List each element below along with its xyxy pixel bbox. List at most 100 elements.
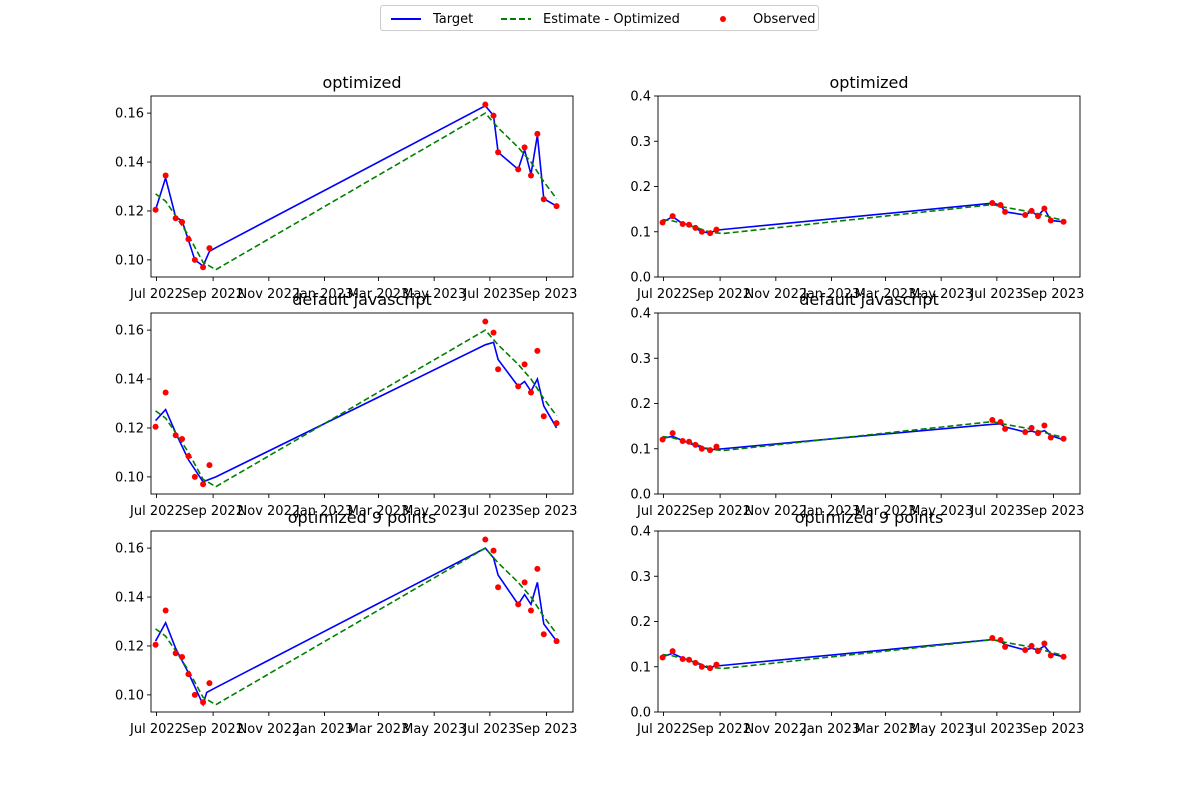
observed-point xyxy=(669,648,676,655)
observed-point xyxy=(152,641,159,648)
observed-point xyxy=(540,413,547,420)
y-tick-label: 0.3 xyxy=(630,352,651,367)
x-tick-label: Jul 2023 xyxy=(462,504,516,519)
observed-point xyxy=(521,579,528,586)
y-tick-label: 0.12 xyxy=(115,421,144,436)
observed-point xyxy=(172,650,179,657)
y-tick-label: 0.10 xyxy=(115,253,144,268)
observed-point xyxy=(707,230,714,237)
x-tick-label: Jul 2023 xyxy=(969,504,1023,519)
observed-point xyxy=(1060,435,1067,442)
observed-point xyxy=(692,224,699,231)
y-tick-label: 0.10 xyxy=(115,688,144,703)
y-tick-label: 0.0 xyxy=(630,271,651,286)
observed-point xyxy=(495,366,502,373)
observed-point xyxy=(185,671,192,678)
x-tick-label: Jul 2023 xyxy=(969,722,1023,737)
observed-point xyxy=(191,473,198,480)
subplot-title: optimized 9 points xyxy=(288,508,437,527)
y-tick-label: 0.12 xyxy=(115,204,144,219)
x-tick-label: Sep 2023 xyxy=(1023,722,1085,737)
x-tick-label: Jul 2022 xyxy=(129,287,183,302)
x-tick-label: Sep 2022 xyxy=(689,722,751,737)
observed-point xyxy=(534,130,541,137)
y-tick-label: 0.1 xyxy=(630,225,651,240)
y-tick-label: 0.4 xyxy=(630,90,651,105)
estimate-dashed-swatch xyxy=(501,18,531,20)
observed-point xyxy=(490,112,497,119)
y-tick-label: 0.2 xyxy=(630,397,651,412)
legend-label-observed: Observed xyxy=(753,11,816,27)
x-tick-label: Nov 2022 xyxy=(745,287,808,302)
x-tick-label: Sep 2022 xyxy=(182,287,244,302)
observed-point xyxy=(1041,640,1048,647)
plot-area xyxy=(659,635,1067,672)
observed-point xyxy=(713,443,720,450)
observed-point xyxy=(191,691,198,698)
observed-point xyxy=(515,383,522,390)
observed-dot-swatch xyxy=(720,16,726,22)
x-tick-label: Sep 2022 xyxy=(689,504,751,519)
target-series-line xyxy=(154,341,558,483)
x-tick-label: Jul 2022 xyxy=(636,287,690,302)
x-tick-label: Jul 2023 xyxy=(462,722,516,737)
observed-point xyxy=(185,453,192,460)
x-tick-label: Jul 2023 xyxy=(462,287,516,302)
observed-point xyxy=(482,318,489,325)
estimate-series-line xyxy=(155,329,558,488)
subplot-3: default javascript 0.10 0.12 0.14 0.16 Jul 20… xyxy=(115,290,577,519)
x-tick-label: May 2023 xyxy=(402,722,466,737)
plot-area xyxy=(659,417,1067,454)
observed-point xyxy=(1034,213,1041,220)
y-tick-label: 0.1 xyxy=(630,660,651,675)
observed-point xyxy=(152,206,159,213)
x-tick-label: Nov 2022 xyxy=(745,504,808,519)
x-tick-label: Sep 2022 xyxy=(182,722,244,737)
axes-frame xyxy=(657,530,1081,713)
observed-point xyxy=(989,200,996,207)
observed-point xyxy=(534,565,541,572)
x-tick-label: Nov 2022 xyxy=(238,722,301,737)
y-tick-label: 0.16 xyxy=(115,107,144,122)
observed-point xyxy=(495,149,502,156)
observed-point xyxy=(698,663,705,670)
axes-frame xyxy=(150,95,574,278)
observed-point xyxy=(162,172,169,179)
observed-point xyxy=(206,462,213,469)
y-tick-label: 0.0 xyxy=(630,488,651,503)
observed-point xyxy=(152,423,159,430)
x-tick-label: Sep 2022 xyxy=(689,287,751,302)
observed-point xyxy=(679,656,686,663)
observed-point xyxy=(482,101,489,108)
y-tick-label: 0.14 xyxy=(115,156,144,171)
observed-point xyxy=(490,329,497,336)
x-tick-label: May 2023 xyxy=(909,287,973,302)
observed-point xyxy=(679,438,686,445)
subplot-5: optimized 9 points 0.10 0.12 0.14 0.16 Jul 20… xyxy=(115,508,577,737)
x-tick-label: Jul 2023 xyxy=(969,287,1023,302)
observed-point xyxy=(200,264,207,271)
y-tick-label: 0.3 xyxy=(630,570,651,585)
observed-point xyxy=(191,256,198,263)
observed-point xyxy=(1047,217,1054,224)
x-tick-label: Jan 2023 xyxy=(802,722,860,737)
observed-point xyxy=(527,607,534,614)
observed-point xyxy=(1022,429,1029,436)
observed-point xyxy=(1002,208,1009,215)
legend-entry-observed: Observed xyxy=(711,10,816,28)
observed-point xyxy=(521,144,528,151)
observed-point xyxy=(1028,642,1035,649)
observed-point xyxy=(997,419,1004,426)
x-tick-label: Jul 2022 xyxy=(636,504,690,519)
subplot-2: optimized 0.0 0.1 0.2 0.3 0.4 Jul 2022 Sep 2022… xyxy=(630,73,1084,302)
observed-point xyxy=(540,196,547,203)
observed-point xyxy=(707,665,714,672)
subplot-title: optimized 9 points xyxy=(795,508,944,527)
target-series-line xyxy=(154,547,558,707)
y-tick-label: 0.1 xyxy=(630,442,651,457)
observed-point xyxy=(989,417,996,424)
plot-area xyxy=(152,101,560,271)
observed-point xyxy=(162,607,169,614)
x-tick-label: Nov 2022 xyxy=(745,722,808,737)
